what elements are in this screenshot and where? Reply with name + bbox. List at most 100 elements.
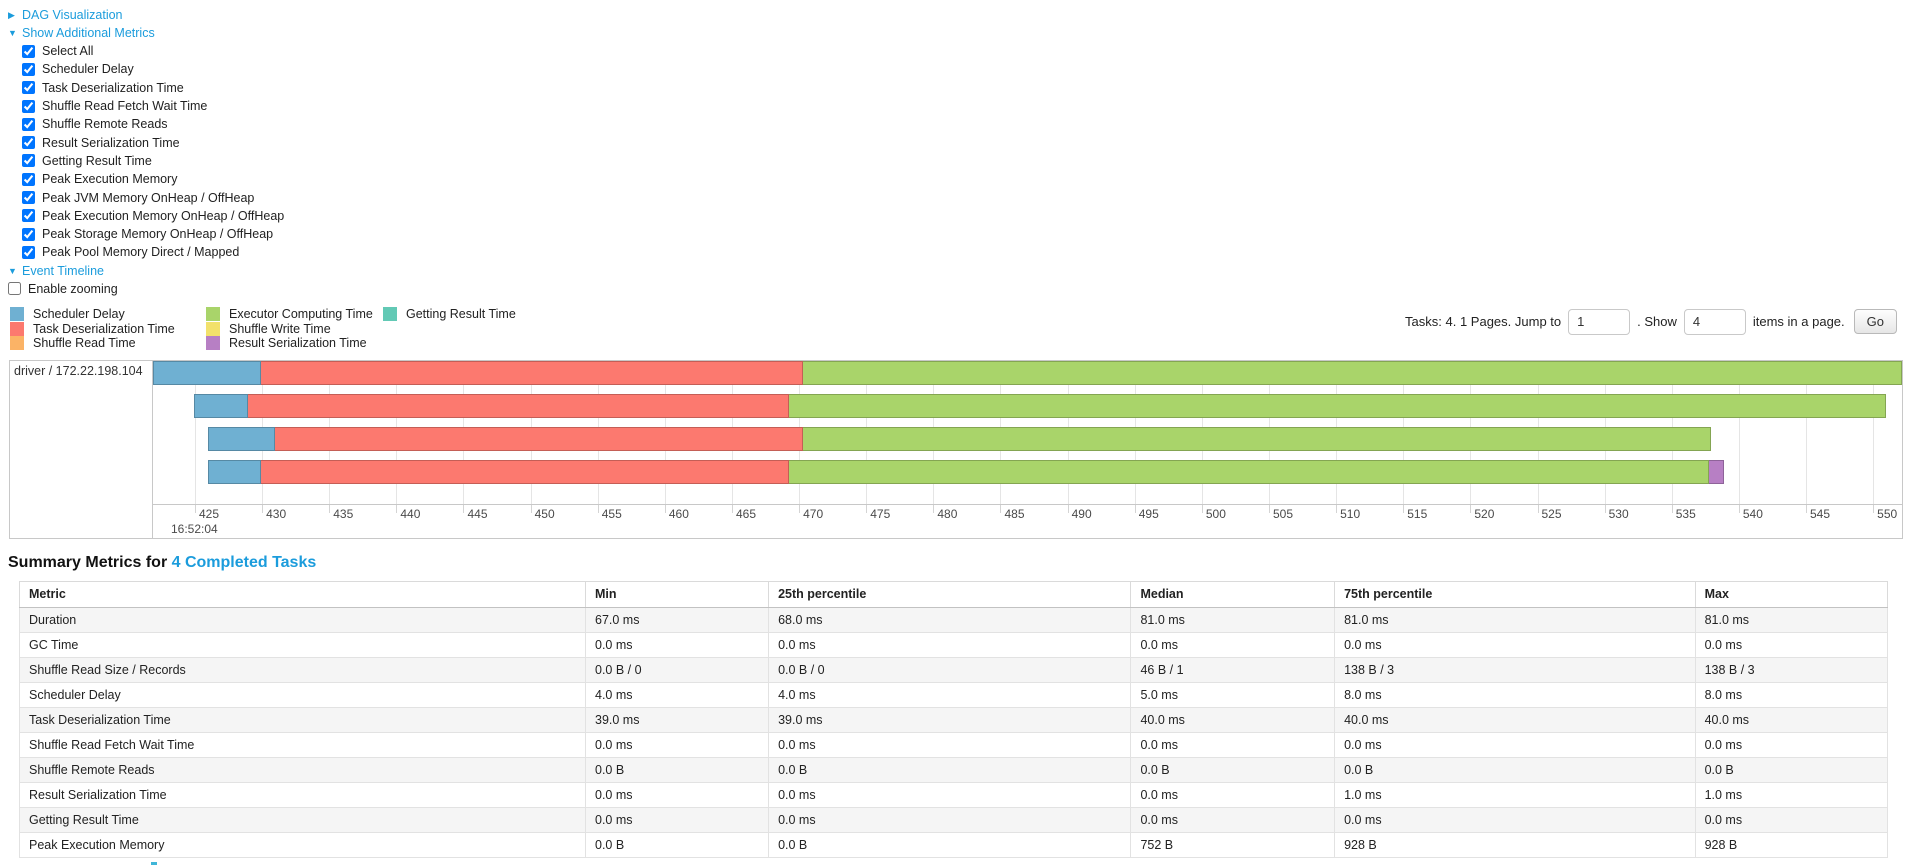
task-bar[interactable] <box>207 426 1902 451</box>
metric-value-cell: 138 B / 3 <box>1694 656 1889 683</box>
metric-value-cell: 68.0 ms <box>768 606 1132 633</box>
metric-checkbox[interactable] <box>22 62 35 76</box>
legend-label: Executor Computing Time <box>229 307 373 322</box>
metric-checkbox-label: Shuffle Remote Reads <box>42 117 168 132</box>
metric-value-cell: 0.0 B / 0 <box>768 656 1132 683</box>
metric-value-cell: 0.0 ms <box>768 731 1132 758</box>
task_deserialization-swatch-icon <box>10 321 24 336</box>
metric-checkbox-row: Shuffle Read Fetch Wait Time <box>22 97 1907 115</box>
metric-value-cell: 0.0 B <box>768 756 1132 783</box>
metric-checkbox[interactable] <box>22 81 35 95</box>
enable-zooming-label: Enable zooming <box>28 281 118 296</box>
jump-to-page-input[interactable] <box>1568 308 1631 335</box>
legend-item-getting_result: Getting Result Time <box>383 307 516 322</box>
metric-checkbox-label: Peak Storage Memory OnHeap / OffHeap <box>42 227 274 242</box>
metric-checkbox[interactable] <box>22 172 35 186</box>
metric-checkbox-label: Result Serialization Time <box>42 135 180 150</box>
metric-value-cell: 0.0 B <box>1334 756 1696 783</box>
metric-checkbox[interactable] <box>22 227 35 241</box>
metric-checkbox-label: Peak JVM Memory OnHeap / OffHeap <box>42 190 255 205</box>
timeline-bars <box>153 360 1902 504</box>
task-bar[interactable] <box>207 459 1902 484</box>
task-row <box>153 360 1902 385</box>
metric-checkbox-row: Peak Execution Memory OnHeap / OffHeap <box>22 207 1907 225</box>
metric-value-cell: 0.0 ms <box>584 806 770 833</box>
column-header: Median <box>1130 580 1336 608</box>
axis-tick-label: 510 <box>1340 506 1361 521</box>
task-segment-scheduler-delay[interactable] <box>207 459 261 484</box>
go-button[interactable]: Go <box>1853 309 1897 335</box>
metric-name-cell: Duration <box>19 606 586 633</box>
task-bar[interactable] <box>153 360 1902 385</box>
metric-checkbox[interactable] <box>22 99 35 113</box>
task-segment-scheduler-delay[interactable] <box>193 393 248 418</box>
task-bar[interactable] <box>193 393 1902 418</box>
legend-column: Scheduler Delay Task Deserialization Time… <box>10 307 206 351</box>
axis-tick-label: 515 <box>1407 506 1428 521</box>
metric-checkbox[interactable] <box>22 191 35 205</box>
summary-heading-prefix: Summary Metrics for <box>8 553 172 571</box>
metric-checkbox[interactable] <box>22 245 35 259</box>
axis-tick <box>1134 504 1136 513</box>
column-header: Min <box>584 580 770 608</box>
task-segment-executor-computing[interactable] <box>803 426 1712 451</box>
metric-value-cell: 928 B <box>1334 831 1696 858</box>
show-additional-metrics-toggle[interactable]: ▼ Show Additional Metrics <box>8 24 1907 42</box>
event-timeline-toggle[interactable]: ▼ Event Timeline <box>8 262 1907 280</box>
axis-tick-label: 430 <box>266 506 287 521</box>
task-segment-task-deserialization[interactable] <box>274 426 804 451</box>
metric-name-cell: Task Deserialization Time <box>19 706 586 733</box>
legend-item-executor_computing: Executor Computing Time <box>206 307 383 322</box>
task-segment-task-deserialization[interactable] <box>260 459 790 484</box>
metric-checkbox-row: Select All <box>22 42 1907 60</box>
axis-tick <box>1403 504 1405 513</box>
axis-tick <box>463 504 465 513</box>
task-segment-result-serialization[interactable] <box>1709 459 1725 484</box>
axis-tick-label: 455 <box>601 506 622 521</box>
enable-zooming-checkbox[interactable] <box>8 282 21 296</box>
executor_computing-swatch-icon <box>206 307 220 322</box>
metric-value-cell: 0.0 ms <box>768 806 1132 833</box>
axis-tick <box>1470 504 1472 513</box>
task-segment-executor-computing[interactable] <box>789 459 1710 484</box>
metric-checkbox[interactable] <box>22 209 35 223</box>
metric-checkbox[interactable] <box>22 154 35 168</box>
task-row <box>153 459 1902 484</box>
items-per-page-input[interactable] <box>1683 308 1746 335</box>
axis-tick-label: 490 <box>1071 506 1092 521</box>
task-segment-task-deserialization[interactable] <box>260 360 804 385</box>
metric-value-cell: 0.0 ms <box>1694 806 1889 833</box>
task-row <box>153 393 1902 418</box>
task-segment-scheduler-delay[interactable] <box>207 426 275 451</box>
metric-name-cell: Shuffle Remote Reads <box>19 756 586 783</box>
metric-value-cell: 0.0 ms <box>584 731 770 758</box>
axis-tick-label: 525 <box>1541 506 1562 521</box>
table-row: Getting Result Time 0.0 ms 0.0 ms 0.0 ms 0.0… <box>19 806 1889 833</box>
task-pagination: Tasks: 4. 1 Pages. Jump to . Show items … <box>1405 307 1897 335</box>
metric-checkbox[interactable] <box>22 117 35 131</box>
metric-checkbox-row: Peak JVM Memory OnHeap / OffHeap <box>22 188 1907 206</box>
legend-label: Getting Result Time <box>406 307 516 322</box>
axis-tick <box>1000 504 1002 513</box>
table-row: Peak Execution Memory 0.0 B 0.0 B 752 B 928 … <box>19 831 1889 858</box>
event-timeline-chart: driver / 172.22.198.104 425 16:52:04 430 43… <box>9 359 1903 539</box>
axis-tick <box>597 504 599 513</box>
legend-item-result_serialization: Result Serialization Time <box>206 336 383 351</box>
metric-checkbox-row: Result Serialization Time <box>22 133 1907 151</box>
table-row: Result Serialization Time 0.0 ms 0.0 ms 0.0… <box>19 781 1889 808</box>
task-segment-scheduler-delay[interactable] <box>153 360 261 385</box>
dag-visualization-toggle[interactable]: ▶ DAG Visualization <box>8 6 1907 24</box>
completed-tasks-link[interactable]: 4 Completed Tasks <box>171 553 317 571</box>
result_serialization-swatch-icon <box>206 336 220 351</box>
task-segment-executor-computing[interactable] <box>803 360 1902 385</box>
timeline-time-axis: 425 16:52:04 430 435 440 445 450 455 460 465 470 47… <box>153 503 1902 538</box>
metric-checkbox[interactable] <box>22 44 35 58</box>
task-segment-task-deserialization[interactable] <box>247 393 790 418</box>
axis-tick <box>731 504 733 513</box>
metric-value-cell: 40.0 ms <box>1334 706 1696 733</box>
metric-checkbox[interactable] <box>22 136 35 150</box>
collapsed-arrow-icon: ▶ <box>8 9 15 20</box>
legend-label: Shuffle Read Time <box>33 336 136 351</box>
task-segment-executor-computing[interactable] <box>789 393 1887 418</box>
metric-value-cell: 0.0 ms <box>1334 806 1696 833</box>
